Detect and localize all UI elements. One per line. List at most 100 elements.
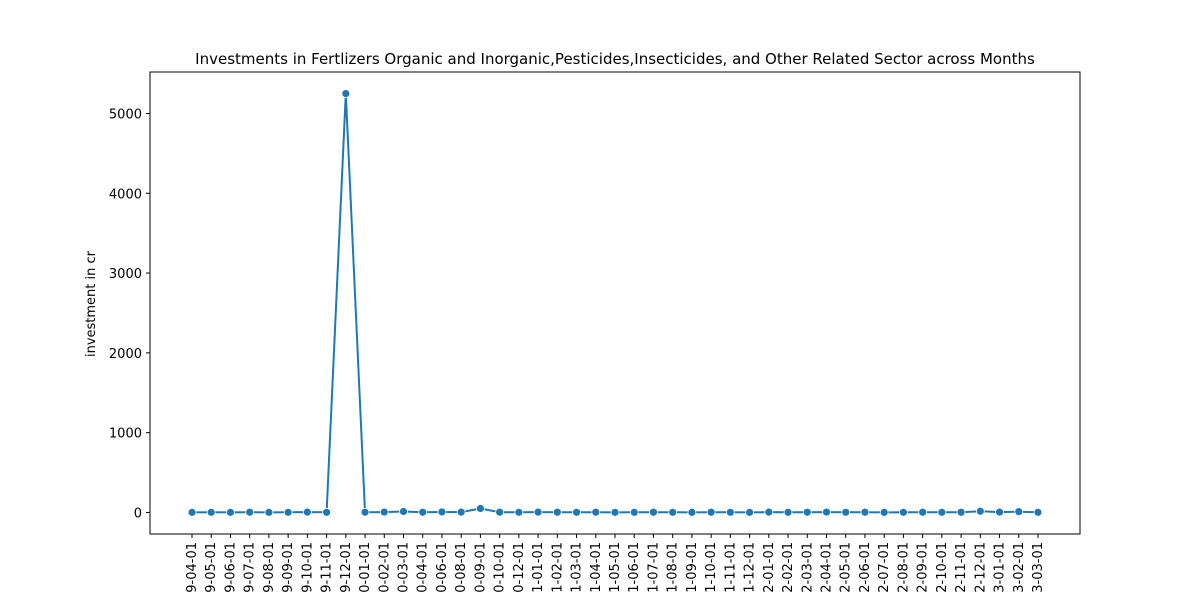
y-axis: 0 1000 2000 3000 4000 5000 [109, 107, 150, 521]
chart-title: Investments in Fertlizers Organic and In… [195, 50, 1035, 68]
x-tick-label: 0-06-01 [435, 542, 450, 593]
data-point [764, 507, 774, 517]
data-point [745, 507, 754, 517]
x-tick-label: 2-09-01 [916, 542, 931, 593]
x-tick-label: 1-05-01 [608, 542, 623, 593]
x-tick-label: 1-09-01 [685, 542, 700, 593]
x-tick-label: 0-04-01 [416, 542, 431, 593]
data-point [591, 507, 601, 517]
x-tick-label: 3-01-01 [993, 542, 1008, 593]
data-point [245, 507, 255, 517]
data-point [533, 507, 543, 517]
y-tick-label: 5000 [109, 107, 142, 122]
x-tick-label: 0-12-01 [512, 542, 527, 593]
data-point [725, 507, 735, 517]
x-tick-label: 2-05-01 [839, 542, 854, 593]
series-markers [187, 89, 1043, 517]
data-point [476, 504, 485, 513]
x-tick-label: 0-08-01 [454, 542, 469, 593]
data-point [629, 507, 639, 517]
x-tick-label: 0-03-01 [397, 542, 412, 593]
data-point [283, 507, 293, 517]
x-tick-label: 2-04-01 [820, 542, 835, 593]
data-point [437, 507, 447, 517]
data-point [879, 507, 889, 517]
x-tick-label: 2-02-01 [781, 542, 796, 593]
x-tick-label: 9-04-01 [185, 542, 200, 593]
data-point [956, 507, 966, 517]
data-point [399, 507, 408, 516]
data-point [783, 507, 793, 517]
x-tick-label: 9-07-01 [243, 542, 258, 593]
data-point [610, 507, 620, 517]
x-tick-label: 9-06-01 [223, 542, 238, 593]
data-point [187, 507, 197, 517]
x-tick-label: 2-08-01 [896, 542, 911, 593]
x-tick-label: 2-12-01 [973, 542, 988, 593]
data-point [552, 507, 562, 517]
x-tick-label: 0-10-01 [493, 542, 508, 593]
data-point [1033, 507, 1043, 517]
data-point [264, 507, 274, 517]
data-point [687, 507, 697, 517]
y-tick-label: 2000 [109, 347, 142, 362]
x-tick-label: 3-02-01 [1012, 542, 1027, 593]
y-tick-label: 3000 [109, 267, 142, 282]
x-tick-label: 9-05-01 [204, 542, 219, 593]
x-tick-label: 1-01-01 [531, 542, 546, 593]
data-point [341, 89, 351, 98]
x-tick-label: 9-12-01 [339, 542, 354, 593]
x-tick-label: 9-11-01 [320, 542, 335, 593]
data-point [322, 507, 331, 517]
x-tick-label: 1-07-01 [646, 542, 661, 593]
x-tick-label: 2-01-01 [762, 542, 777, 593]
x-tick-label: 9-10-01 [300, 542, 315, 593]
x-tick-label: 3-03-01 [1031, 542, 1046, 593]
series-line [191, 93, 1039, 514]
data-point [418, 507, 428, 517]
data-point [360, 507, 370, 517]
plot-frame [149, 71, 1081, 535]
data-point [918, 507, 928, 517]
data-point [668, 507, 678, 517]
data-point [937, 507, 947, 517]
y-tick-label: 0 [134, 506, 142, 521]
x-tick-label: 2-03-01 [800, 542, 815, 593]
x-tick-label: 1-04-01 [589, 542, 604, 593]
x-tick-label: 2-06-01 [858, 542, 873, 593]
data-point [899, 507, 908, 517]
data-point [379, 507, 389, 517]
data-point [206, 507, 216, 517]
x-tick-label: 2-07-01 [877, 542, 892, 593]
data-point [495, 507, 505, 517]
x-axis: 9-04-01 9-05-01 9-06-01 9-07-01 9-08-01 9-09-… [185, 534, 1046, 593]
data-point [802, 507, 812, 517]
y-axis-label: investment in cr [84, 250, 99, 357]
data-point [841, 507, 851, 517]
y-tick-label: 4000 [109, 187, 142, 202]
x-tick-label: 0-09-01 [473, 542, 488, 593]
data-point [1014, 507, 1024, 517]
x-tick-label: 1-11-01 [723, 542, 738, 593]
x-tick-label: 1-03-01 [570, 542, 585, 593]
x-tick-label: 1-02-01 [550, 542, 565, 593]
data-point [226, 507, 235, 517]
x-tick-label: 1-08-01 [666, 542, 681, 593]
data-point [860, 507, 870, 517]
data-point [822, 507, 831, 517]
x-tick-label: 2-10-01 [935, 542, 950, 593]
data-point [514, 507, 524, 517]
x-tick-label: 2-11-01 [954, 542, 969, 593]
x-tick-label: 9-09-01 [281, 542, 296, 593]
data-point [649, 507, 658, 517]
x-tick-label: 1-06-01 [627, 542, 642, 593]
data-point [975, 506, 985, 516]
x-tick-label: 1-10-01 [704, 542, 719, 593]
x-tick-label: 9-08-01 [262, 542, 277, 593]
data-point [706, 507, 716, 517]
data-point [572, 507, 581, 517]
x-tick-label: 0-01-01 [358, 542, 373, 593]
x-tick-label: 1-12-01 [743, 542, 758, 593]
data-point [456, 507, 466, 517]
